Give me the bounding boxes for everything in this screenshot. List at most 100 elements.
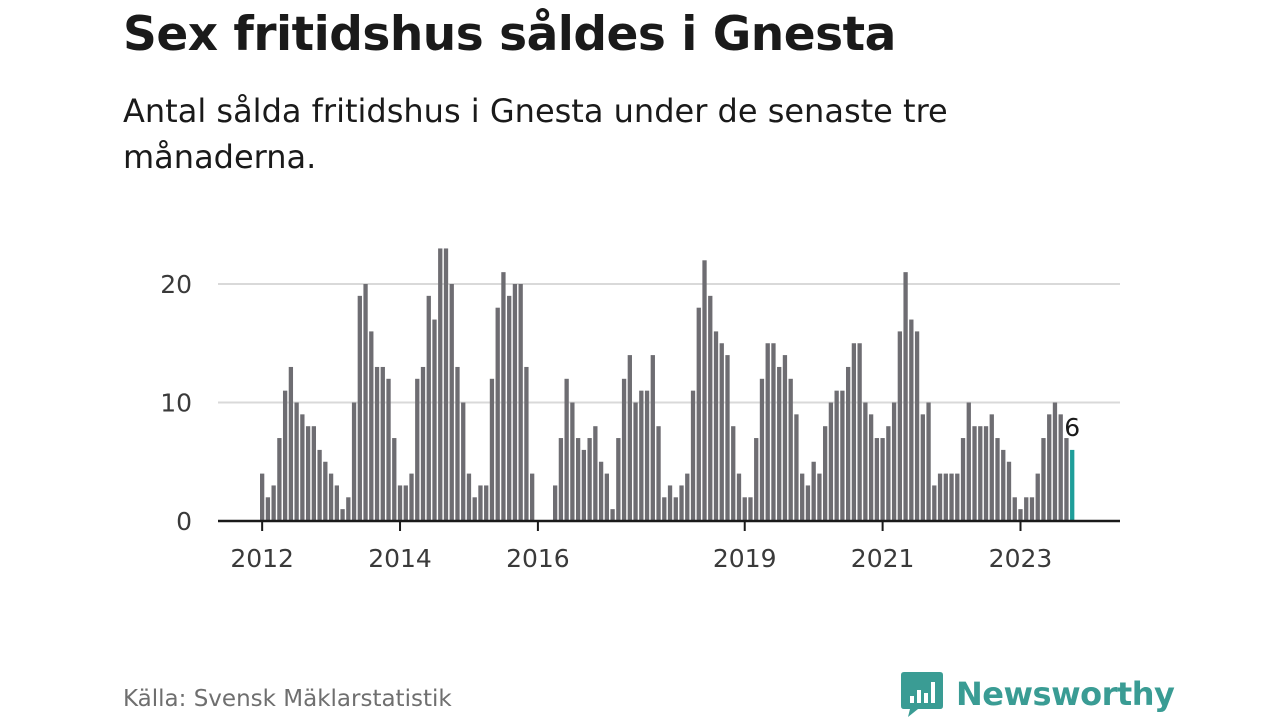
bar (943, 473, 948, 521)
bar (478, 485, 483, 521)
bar (1058, 414, 1063, 521)
bar (989, 414, 994, 521)
bar (449, 284, 454, 521)
bar (857, 343, 862, 521)
bar (828, 402, 834, 521)
bar (455, 366, 460, 521)
bar (1018, 509, 1023, 521)
bar (955, 473, 960, 521)
bar (403, 485, 408, 521)
bar (507, 295, 512, 521)
bar (305, 426, 311, 521)
bar (621, 378, 627, 521)
bar (777, 366, 782, 521)
bar (834, 390, 839, 521)
bar (369, 331, 374, 521)
bar (656, 426, 661, 521)
bar (639, 390, 644, 521)
bar (472, 497, 477, 521)
y-tick-label: 20 (160, 270, 192, 299)
bar (260, 473, 265, 521)
bar (1064, 438, 1069, 521)
bar (374, 366, 380, 521)
bar (765, 343, 770, 521)
bar (397, 485, 403, 521)
bar (564, 378, 569, 521)
bar (610, 509, 615, 521)
bar (432, 319, 437, 521)
bar (300, 414, 305, 521)
bar (461, 402, 466, 521)
bar (932, 485, 937, 521)
bar (495, 307, 500, 521)
bar (627, 355, 632, 521)
bar (501, 272, 506, 521)
bar (702, 260, 707, 521)
x-tick-label: 2014 (368, 544, 432, 573)
bar (891, 402, 897, 521)
bar (323, 461, 328, 521)
x-tick-label: 2016 (506, 544, 570, 573)
bar (868, 414, 874, 521)
bar (443, 248, 449, 521)
bar (1052, 402, 1058, 521)
brand-name: Newsworthy (956, 675, 1175, 713)
bar (346, 497, 351, 521)
bar (926, 402, 931, 521)
x-tick-label: 2023 (989, 544, 1053, 573)
y-tick-label: 10 (160, 389, 192, 418)
bar (1024, 497, 1029, 521)
bar (288, 366, 294, 521)
bar (558, 438, 564, 521)
bar (553, 485, 558, 521)
bar (759, 378, 765, 521)
bar (673, 497, 678, 521)
bar (696, 307, 701, 521)
bar (972, 426, 977, 521)
bar (633, 402, 638, 521)
bar (920, 414, 925, 521)
bar (489, 378, 495, 521)
bar (1001, 449, 1006, 521)
bar (909, 319, 914, 521)
bar (265, 497, 271, 521)
bar (731, 426, 736, 521)
bar (679, 485, 684, 521)
x-tick-label: 2012 (230, 544, 294, 573)
bar (690, 390, 696, 521)
bar (840, 390, 845, 521)
bar (294, 402, 299, 521)
bar (949, 473, 954, 521)
bar (392, 438, 397, 521)
bar (386, 378, 391, 521)
bar (851, 343, 857, 521)
bar (311, 426, 316, 521)
bar (524, 366, 529, 521)
bar (914, 331, 920, 521)
newsworthy-bar-chart-icon (901, 672, 943, 717)
bar (966, 402, 971, 521)
bar (662, 497, 667, 521)
y-tick-label: 0 (176, 507, 192, 536)
bar (282, 390, 288, 521)
bar (271, 485, 276, 521)
bar (805, 485, 811, 521)
bar (351, 402, 357, 521)
bar (937, 473, 943, 521)
latest-value-label: 6 (1064, 413, 1080, 442)
bar (978, 426, 983, 521)
bar (811, 461, 816, 521)
bar (960, 438, 966, 521)
bar (725, 355, 730, 521)
bar-latest (1070, 449, 1075, 521)
bar (1006, 461, 1012, 521)
bar (874, 438, 880, 521)
bar (581, 449, 587, 521)
bar (317, 449, 322, 521)
bar (845, 366, 851, 521)
bar (380, 366, 385, 521)
newsworthy-logo: Newsworthy (900, 670, 1175, 718)
bar (644, 390, 650, 521)
bar (518, 284, 523, 521)
bar (598, 461, 604, 521)
